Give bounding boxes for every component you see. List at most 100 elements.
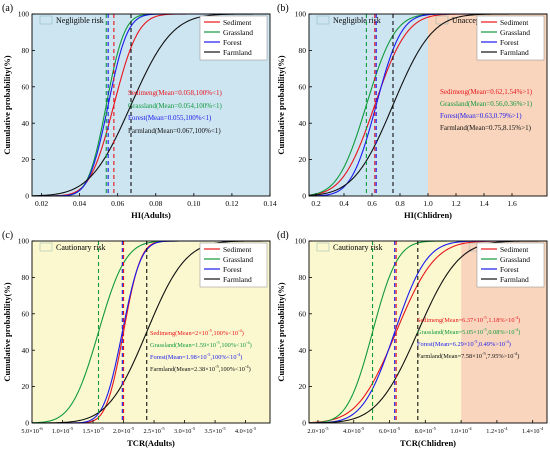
panel-label: (a) bbox=[2, 3, 13, 14]
legend-label: Grassland bbox=[223, 255, 253, 264]
annotation-grassland: Grassland(Mean=0.56,0.36%>1) bbox=[440, 100, 533, 108]
x-tick-label: 1.6 bbox=[507, 199, 517, 208]
x-tick-label: 2.0×10-5 bbox=[307, 426, 329, 435]
legend-label: Sediment bbox=[223, 245, 252, 254]
x-tick-label: 1.0 bbox=[423, 199, 433, 208]
annotation-sediment: Sedimeng(Mean=2×10-5,100%<10-4) bbox=[150, 328, 244, 337]
x-tick-label: 0.8 bbox=[395, 199, 405, 208]
y-tick-label: 100 bbox=[18, 237, 30, 246]
legend-item-forest: Forest bbox=[481, 38, 520, 47]
x-axis-label: HI(Adults) bbox=[131, 210, 171, 220]
legend-item-sediment: Sediment bbox=[481, 245, 529, 254]
plot-frame bbox=[31, 240, 271, 424]
mean-annotations: Sedimeng(Mean=0.058,100%<1) Grassland(Me… bbox=[128, 89, 222, 135]
legend-item-forest: Forest bbox=[481, 265, 520, 274]
legend-box bbox=[476, 242, 545, 288]
x-tick-label: 0.2 bbox=[311, 199, 321, 208]
x-tick-label: 4.0×10-5 bbox=[343, 426, 365, 435]
y-tick-label: 100 bbox=[295, 237, 307, 246]
panel-label: (c) bbox=[2, 230, 13, 241]
legend-item-grassland: Grassland bbox=[481, 255, 530, 264]
y-tick-label: 0 bbox=[25, 419, 29, 428]
x-tick-label: 2.5×10-5 bbox=[143, 426, 165, 435]
legend-box bbox=[199, 15, 268, 61]
x-axis-label: HI(Chlidren) bbox=[404, 210, 452, 220]
mean-annotations: Sedimeng(Mean=6.37×10-5,1.18%>10-4) Gras… bbox=[417, 315, 520, 360]
x-tick-label: 1.2×10-4 bbox=[486, 426, 508, 435]
legend-label: Sediment bbox=[500, 245, 529, 254]
x-tick-label: 2.0×10-5 bbox=[113, 426, 135, 435]
y-axis-label: Cumulative probability(%) bbox=[2, 282, 12, 381]
panel-a: (a) Negligible risk 0.02 0.04 0.06 0.08 0.10… bbox=[2, 3, 277, 220]
legend: Sediment Grassland Forest Farmland bbox=[199, 15, 268, 61]
x-tick-label: 0.12 bbox=[225, 199, 238, 208]
y-tick-label: 20 bbox=[22, 382, 30, 391]
legend-item-grassland: Grassland bbox=[204, 28, 253, 37]
risk-region bbox=[309, 241, 462, 423]
x-tick-label: 6.0×10-5 bbox=[379, 426, 401, 435]
y-tick-label: 20 bbox=[299, 382, 307, 391]
legend-box bbox=[199, 242, 268, 288]
x-tick-label: 0.06 bbox=[111, 199, 124, 208]
legend-item-farmland: Farmland bbox=[204, 48, 252, 57]
annotation-forest: Forest(Mean=1.98×10-5,100%<10-4) bbox=[150, 352, 242, 361]
legend-label: Farmland bbox=[500, 48, 529, 57]
region-swatch bbox=[39, 15, 53, 25]
y-tick-label: 0 bbox=[25, 192, 29, 201]
annotation-farmland: Farmland(Mean=2.38×10-5,100%<10-4) bbox=[150, 364, 251, 373]
y-tick-label: 0 bbox=[302, 419, 306, 428]
y-axis-label: Cumulative probability(%) bbox=[276, 55, 286, 154]
x-axis-label: TCR(Adults) bbox=[127, 438, 175, 448]
legend-item-farmland: Farmland bbox=[204, 275, 252, 284]
y-tick-label: 100 bbox=[18, 10, 30, 19]
annotation-farmland: Farmland(Mean=7.58×10-5,7.95%>10-4) bbox=[417, 351, 519, 360]
region-label: Cautionary risk bbox=[333, 243, 383, 252]
x-tick-label: 8.0×10-5 bbox=[415, 426, 437, 435]
legend-label: Farmland bbox=[500, 275, 529, 284]
y-tick-label: 0 bbox=[302, 192, 306, 201]
x-tick-label: 1.2 bbox=[451, 199, 461, 208]
legend-label: Grassland bbox=[500, 28, 530, 37]
region-label: Cautionary risk bbox=[56, 243, 106, 252]
annotation-forest: Forest(Mean=0.055,100%<1) bbox=[128, 114, 212, 122]
annotation-sediment: Sedimeng(Mean=0.62,1.54%>1) bbox=[440, 88, 533, 96]
cdf-curve-farmland bbox=[308, 240, 547, 424]
annotation-sediment: Sedimeng(Mean=6.37×10-5,1.18%>10-4) bbox=[417, 315, 520, 324]
x-tick-label: 0.6 bbox=[367, 199, 377, 208]
mean-annotations: Sedimeng(Mean=0.62,1.54%>1) Grassland(Me… bbox=[440, 88, 533, 132]
legend-item-farmland: Farmland bbox=[481, 48, 529, 57]
y-tick-label: 40 bbox=[299, 119, 307, 128]
region-swatch bbox=[435, 15, 449, 25]
annotation-grassland: Grassland(Mean=0.054,100%<1) bbox=[128, 102, 222, 110]
legend-label: Forest bbox=[500, 265, 520, 274]
plot-frame bbox=[308, 240, 548, 424]
panel-label: (d) bbox=[277, 230, 289, 241]
legend-label: Forest bbox=[223, 38, 243, 47]
panel-label: (b) bbox=[277, 3, 289, 14]
annotation-forest: Forest(Mean=0.63,0.79%>1) bbox=[440, 112, 522, 120]
y-tick-label: 20 bbox=[22, 155, 30, 164]
legend-label: Sediment bbox=[223, 18, 252, 27]
x-tick-label: 0.04 bbox=[73, 199, 86, 208]
legend-item-sediment: Sediment bbox=[204, 245, 252, 254]
region-label: Negligible risk bbox=[333, 16, 381, 25]
x-tick-label: 0.4 bbox=[339, 199, 349, 208]
legend-label: Farmland bbox=[223, 275, 252, 284]
region-swatch bbox=[316, 242, 330, 252]
legend-box bbox=[476, 15, 545, 61]
x-tick-label: 1.0×10-4 bbox=[451, 426, 473, 435]
region-label: Negligible risk bbox=[56, 16, 104, 25]
risk-region bbox=[309, 14, 428, 196]
y-tick-label: 40 bbox=[22, 119, 30, 128]
plot-frame bbox=[31, 13, 271, 197]
legend-label: Forest bbox=[500, 38, 520, 47]
legend-label: Grassland bbox=[223, 28, 253, 37]
x-tick-label: 0.08 bbox=[149, 199, 162, 208]
y-tick-label: 40 bbox=[299, 346, 307, 355]
y-tick-label: 60 bbox=[22, 309, 30, 318]
x-tick-label: 3.5×10-5 bbox=[204, 426, 226, 435]
legend-label: Grassland bbox=[500, 255, 530, 264]
